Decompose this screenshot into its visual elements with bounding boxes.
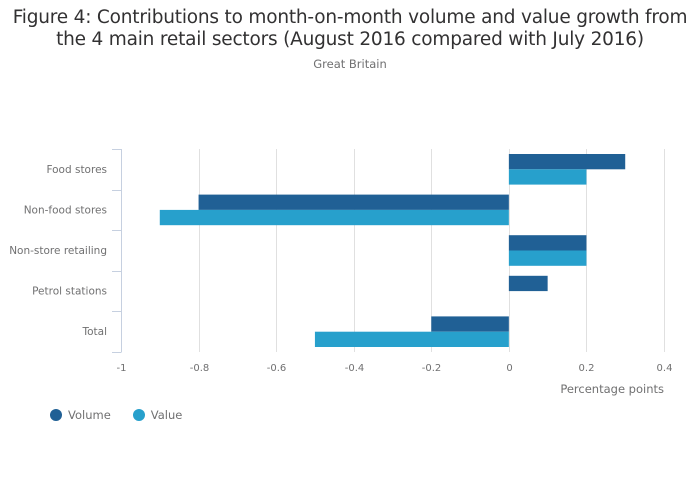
legend: Volume Value [50, 408, 204, 422]
x-tick-label: -0.2 [422, 363, 442, 374]
chart-title: Figure 4: Contributions to month-on-mont… [0, 7, 700, 51]
x-tick-label: 0.2 [579, 363, 595, 374]
x-tick-label: -0.4 [345, 363, 365, 374]
legend-item-volume[interactable]: Volume [50, 408, 111, 422]
bar-value-food-stores [508, 169, 587, 185]
legend-marker-value [132, 409, 145, 421]
y-axis: Food stores Non-food stores Non-store reta… [9, 149, 122, 353]
x-tick-label: 0 [506, 363, 512, 374]
x-tick-label: 0.4 [657, 363, 673, 374]
bar-value-non-store-retailing [508, 250, 587, 266]
bar-volume-total [431, 316, 509, 332]
x-axis-title: Percentage points [560, 382, 664, 396]
y-category-label: Food stores [46, 164, 107, 176]
y-category-label: Non-food stores [24, 204, 107, 216]
legend-label-volume: Volume [68, 408, 111, 422]
x-tick-label: -0.8 [190, 363, 210, 374]
bar-volume-non-food-stores [198, 194, 509, 210]
bar-volume-food-stores [508, 154, 626, 170]
y-category-label: Total [81, 326, 107, 338]
x-axis-tick-labels: -1 -0.8 -0.6 -0.4 -0.2 0 0.2 0.4 [117, 363, 673, 374]
bar-volume-non-store-retailing [508, 235, 587, 251]
legend-label-value: Value [150, 408, 183, 422]
y-category-label: Non-store retailing [9, 245, 107, 257]
bars [159, 154, 626, 347]
x-tick-label: -1 [117, 363, 127, 374]
legend-item-value[interactable]: Value [132, 408, 183, 422]
x-tick-label: -0.6 [267, 363, 287, 374]
bar-value-non-food-stores [159, 209, 509, 226]
legend-marker-volume [50, 409, 62, 421]
y-category-label: Petrol stations [32, 286, 107, 298]
bar-value-total [314, 331, 509, 347]
bar-volume-petrol-stations [508, 275, 548, 292]
chart-title-line-1: Figure 4: Contributions to month-on-mont… [12, 7, 688, 28]
chart-title-line-2: the 4 main retail sectors (August 2016 c… [56, 29, 644, 50]
chart-subtitle: Great Britain [313, 57, 387, 71]
